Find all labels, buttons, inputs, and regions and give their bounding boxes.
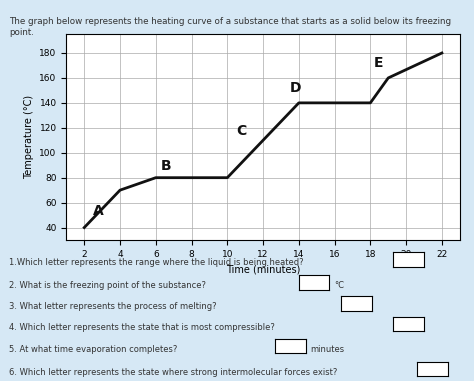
X-axis label: Time (minutes): Time (minutes)	[226, 264, 300, 274]
Text: The graph below represents the heating curve of a substance that starts as a sol: The graph below represents the heating c…	[9, 17, 452, 37]
Text: 1.Which letter represents the range where the liquid is being heated?: 1.Which letter represents the range wher…	[9, 258, 304, 267]
Text: 4. Which letter represents the state that is most compressible?: 4. Which letter represents the state tha…	[9, 323, 275, 332]
Text: °C: °C	[334, 281, 344, 290]
Text: C: C	[236, 124, 246, 138]
Text: 6. Which letter represents the state where strong intermolecular forces exist?: 6. Which letter represents the state whe…	[9, 368, 338, 377]
Text: B: B	[161, 159, 172, 173]
Text: A: A	[93, 203, 104, 218]
Text: 5. At what time evaporation completes?: 5. At what time evaporation completes?	[9, 345, 178, 354]
Text: E: E	[374, 56, 383, 70]
Y-axis label: Temperature (°C): Temperature (°C)	[24, 95, 34, 179]
Text: minutes: minutes	[310, 345, 345, 354]
Text: 2. What is the freezing point of the substance?: 2. What is the freezing point of the sub…	[9, 281, 207, 290]
Text: 3. What letter represents the process of melting?: 3. What letter represents the process of…	[9, 302, 217, 311]
Text: D: D	[290, 82, 301, 95]
